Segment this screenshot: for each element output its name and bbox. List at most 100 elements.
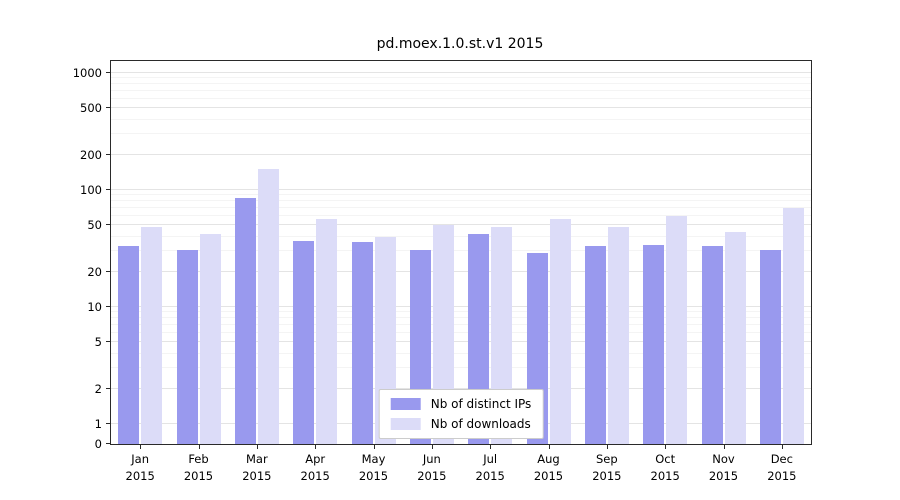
bar-downloads — [257, 169, 279, 444]
bar-downloads — [199, 234, 221, 444]
x-tick-label: Apr 2015 — [300, 452, 330, 484]
bar-distinct-ips — [351, 241, 373, 444]
bar-distinct-ips — [584, 246, 606, 444]
y-tick-label: 50 — [87, 218, 102, 233]
y-tick-mark — [106, 224, 111, 226]
y-tick-mark — [106, 107, 111, 109]
plot-area: 0 1 2 5 10 20 50 100 200 500 1000 Jan 2015 Feb 2015 M… — [73, 60, 812, 483]
x-tick-mark — [781, 444, 783, 449]
bar-downloads — [607, 227, 629, 444]
x-tick-label: Mar 2015 — [242, 452, 272, 484]
bar-distinct-ips — [759, 249, 781, 444]
minor-gridline — [111, 194, 811, 196]
x-tick-mark — [548, 444, 550, 449]
y-tick-mark — [106, 341, 111, 343]
x-tick-mark — [665, 444, 667, 449]
x-tick-label: Dec 2015 — [767, 452, 797, 484]
y-tick-mark — [106, 306, 111, 307]
x-tick-mark — [431, 444, 433, 449]
minor-gridline — [111, 311, 811, 313]
y-tick-label: 20 — [87, 264, 102, 279]
y-tick-label: 10 — [87, 300, 102, 314]
y-tick-label: 100 — [80, 183, 102, 197]
minor-gridline — [111, 118, 811, 120]
bar-downloads — [782, 208, 804, 444]
minor-gridline — [111, 324, 811, 326]
bar-distinct-ips — [118, 246, 140, 444]
minor-gridline — [111, 207, 811, 209]
major-gridline — [111, 341, 811, 343]
major-gridline — [111, 72, 811, 73]
x-tick-mark — [723, 444, 725, 449]
minor-gridline — [111, 133, 811, 135]
y-tick-label: 2 — [94, 381, 102, 396]
x-tick-mark — [256, 444, 258, 449]
bar-distinct-ips — [701, 246, 723, 444]
bar-distinct-ips — [234, 198, 256, 444]
major-gridline — [111, 107, 811, 109]
minor-gridline — [111, 83, 811, 85]
y-tick-label: 200 — [80, 147, 102, 162]
y-tick-label: 5 — [94, 335, 102, 350]
y-tick-mark — [106, 72, 111, 73]
x-tick-label: May 2015 — [358, 452, 389, 484]
minor-gridline — [111, 331, 811, 333]
bar-downloads — [549, 218, 571, 444]
bar-downloads — [141, 227, 163, 444]
minor-gridline — [111, 367, 811, 369]
x-tick-mark — [198, 444, 200, 449]
legend-swatch — [390, 418, 421, 430]
minor-gridline — [111, 77, 811, 79]
x-tick-label: Sep 2015 — [592, 452, 622, 484]
legend: Nb of distinct IPs Nb of downloads — [378, 389, 544, 439]
x-tick-label: Oct 2015 — [650, 452, 680, 484]
minor-gridline — [111, 200, 811, 202]
major-gridline — [111, 387, 811, 389]
minor-gridline — [111, 250, 811, 252]
major-gridline — [111, 270, 811, 272]
major-gridline — [111, 153, 811, 155]
y-tick-mark — [106, 443, 111, 444]
major-gridline — [111, 189, 811, 190]
x-tick-label: Jul 2015 — [475, 452, 505, 484]
x-tick-label: Aug 2015 — [533, 452, 564, 484]
x-tick-mark — [140, 444, 142, 449]
legend-swatch — [390, 398, 421, 410]
bar-downloads — [724, 231, 746, 444]
y-tick-label: 500 — [80, 101, 102, 116]
minor-gridline — [111, 352, 811, 354]
x-tick-mark — [606, 444, 608, 449]
x-tick-mark — [315, 444, 317, 449]
bar-downloads — [316, 218, 338, 444]
major-gridline — [111, 224, 811, 226]
y-tick-mark — [106, 153, 111, 155]
x-tick-label: Jun 2015 — [417, 452, 447, 484]
bar-downloads — [666, 216, 688, 444]
minor-gridline — [111, 90, 811, 92]
minor-gridline — [111, 317, 811, 319]
chart-title: pd.moex.1.0.st.v1 2015 — [376, 36, 544, 52]
minor-gridline — [111, 97, 811, 99]
major-gridline — [111, 306, 811, 307]
x-tick-label: Nov 2015 — [708, 452, 739, 484]
bar-distinct-ips — [293, 240, 315, 444]
y-tick-mark — [106, 423, 111, 424]
minor-gridline — [111, 214, 811, 216]
y-tick-mark — [106, 189, 111, 190]
x-tick-mark — [373, 444, 375, 449]
y-tick-mark — [106, 387, 111, 389]
legend-item: Nb of downloads — [390, 417, 532, 431]
legend-item: Nb of distinct IPs — [390, 397, 532, 411]
legend-label: Nb of downloads — [430, 417, 531, 431]
y-tick-mark — [106, 270, 111, 272]
y-tick-label: 1 — [94, 417, 102, 431]
x-tick-mark — [490, 444, 492, 449]
y-tick-label: 0 — [94, 437, 102, 451]
y-tick-label: 1000 — [72, 66, 102, 80]
bar-distinct-ips — [643, 244, 665, 444]
minor-gridline — [111, 235, 811, 237]
legend-label: Nb of distinct IPs — [430, 397, 532, 411]
bar-distinct-ips — [176, 249, 198, 444]
x-tick-label: Jan 2015 — [125, 452, 155, 484]
